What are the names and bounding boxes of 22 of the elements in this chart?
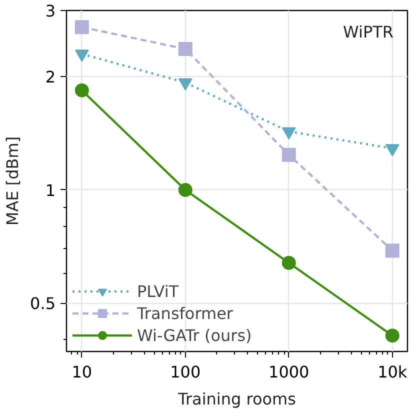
point (178, 182, 192, 197)
y-tick-label: 2 (45, 68, 56, 87)
y-axis-title: MAE [dBm] (3, 136, 22, 226)
point (282, 148, 296, 162)
x-tick-label: 10k (378, 362, 408, 382)
annotation: WiPTR (343, 22, 394, 42)
point (74, 83, 89, 98)
x-tick-label: 100 (170, 362, 201, 382)
legend-label: Transformer (137, 304, 234, 322)
x-tick-label: 10 (72, 362, 92, 382)
legend-label: PLViT (137, 282, 179, 300)
legend-label: Wi-GATr (ours) (137, 326, 252, 344)
x-axis-title: Training rooms (177, 390, 296, 408)
point (74, 20, 89, 34)
point (178, 42, 192, 56)
y-tick-label: 3 (45, 2, 56, 20)
y-tick-label: 0.5 (30, 294, 56, 314)
x-tick-label: 1000 (268, 362, 310, 382)
point (385, 244, 400, 258)
point (385, 328, 400, 343)
y-tick-label: 1 (45, 180, 56, 200)
point (282, 256, 296, 270)
